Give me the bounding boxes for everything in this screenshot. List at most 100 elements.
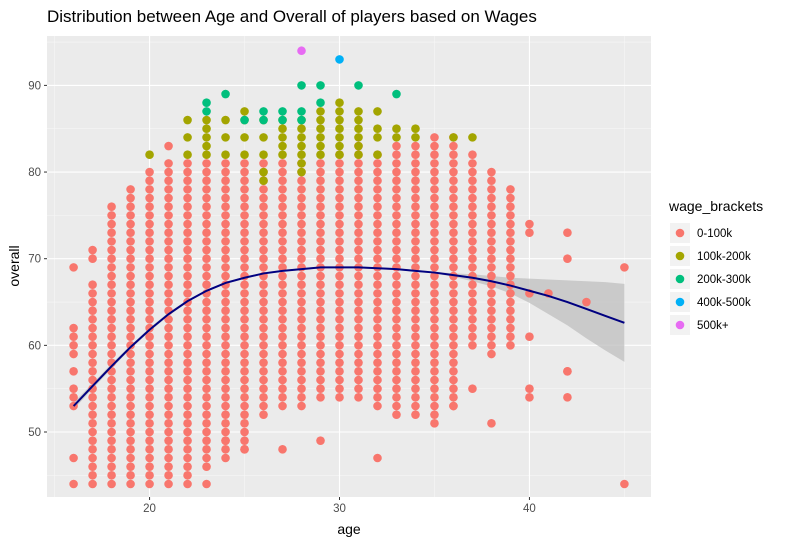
point-0-100k (487, 271, 496, 281)
point-0-100k (240, 167, 249, 177)
point-0-100k (126, 393, 135, 402)
point-0-100k (240, 341, 249, 350)
point-0-100k (164, 436, 173, 445)
point-0-100k (468, 211, 477, 220)
point-0-100k (69, 453, 78, 463)
point-0-100k (240, 211, 249, 220)
point-0-100k (506, 228, 515, 238)
point-0-100k (126, 384, 135, 393)
point-0-100k (278, 358, 287, 367)
point-0-100k (506, 297, 515, 307)
point-0-100k (240, 393, 249, 402)
x-tick-label: 30 (333, 503, 346, 515)
point-0-100k (411, 271, 420, 281)
point-0-100k (164, 237, 173, 246)
point-100k-200k (392, 124, 401, 134)
point-0-100k (354, 349, 363, 359)
point-0-100k (278, 367, 287, 376)
point-0-100k (145, 202, 154, 212)
point-0-100k (240, 410, 249, 419)
point-0-100k (221, 185, 230, 194)
point-0-100k (278, 185, 287, 194)
point-0-100k (297, 384, 306, 393)
point-0-100k (468, 280, 477, 289)
point-0-100k (487, 332, 496, 341)
point-100k-200k (145, 150, 154, 160)
point-0-100k (221, 393, 230, 402)
point-0-100k (468, 150, 477, 160)
point-0-100k (107, 228, 116, 238)
point-0-100k (373, 219, 382, 229)
point-0-100k (202, 323, 211, 333)
point-0-100k (449, 375, 458, 385)
point-0-100k (297, 358, 306, 367)
point-0-100k (430, 332, 439, 341)
point-100k-200k (202, 115, 211, 125)
point-0-100k (620, 479, 629, 489)
point-0-100k (88, 367, 97, 376)
point-0-100k (145, 479, 154, 489)
point-100k-200k (297, 150, 306, 160)
point-0-100k (259, 323, 268, 333)
point-0-100k (392, 237, 401, 246)
point-0-100k (69, 263, 78, 272)
point-0-100k (430, 375, 439, 385)
point-0-100k (145, 271, 154, 281)
point-0-100k (126, 358, 135, 367)
point-0-100k (183, 167, 192, 177)
point-0-100k (164, 341, 173, 350)
point-0-100k (373, 245, 382, 255)
chart-title: Distribution between Age and Overall of … (47, 7, 537, 26)
point-0-100k (107, 462, 116, 471)
point-0-100k (107, 245, 116, 255)
point-0-100k (240, 445, 249, 454)
point-0-100k (126, 479, 135, 489)
point-0-100k (430, 271, 439, 281)
point-0-100k (183, 280, 192, 289)
point-0-100k (202, 167, 211, 177)
point-0-100k (164, 159, 173, 168)
point-0-100k (202, 410, 211, 419)
point-0-100k (202, 349, 211, 359)
point-0-100k (240, 237, 249, 246)
point-200k-300k (316, 98, 325, 108)
point-0-100k (354, 193, 363, 203)
point-0-100k (145, 176, 154, 186)
point-0-100k (430, 358, 439, 367)
point-0-100k (88, 436, 97, 445)
point-0-100k (335, 159, 344, 168)
point-0-100k (183, 471, 192, 480)
point-0-100k (202, 445, 211, 454)
point-0-100k (373, 349, 382, 359)
point-0-100k (183, 306, 192, 315)
point-0-100k (183, 185, 192, 194)
point-0-100k (354, 211, 363, 220)
point-0-100k (278, 297, 287, 307)
point-0-100k (316, 341, 325, 350)
point-0-100k (430, 228, 439, 238)
point-0-100k (411, 237, 420, 246)
point-0-100k (373, 254, 382, 264)
point-100k-200k (183, 133, 192, 142)
point-0-100k (449, 202, 458, 212)
point-0-100k (164, 410, 173, 419)
point-0-100k (183, 263, 192, 272)
point-100k-200k (240, 133, 249, 142)
point-0-100k (107, 323, 116, 333)
point-0-100k (221, 219, 230, 229)
point-0-100k (373, 185, 382, 194)
point-0-100k (449, 401, 458, 411)
point-0-100k (411, 393, 420, 402)
point-0-100k (202, 271, 211, 281)
point-0-100k (582, 297, 591, 307)
point-0-100k (145, 315, 154, 324)
point-0-100k (259, 245, 268, 255)
point-0-100k (164, 176, 173, 186)
point-0-100k (259, 349, 268, 359)
point-0-100k (221, 375, 230, 385)
point-0-100k (506, 323, 515, 333)
point-0-100k (297, 202, 306, 212)
point-0-100k (392, 410, 401, 419)
point-0-100k (164, 427, 173, 437)
point-0-100k (525, 393, 534, 402)
